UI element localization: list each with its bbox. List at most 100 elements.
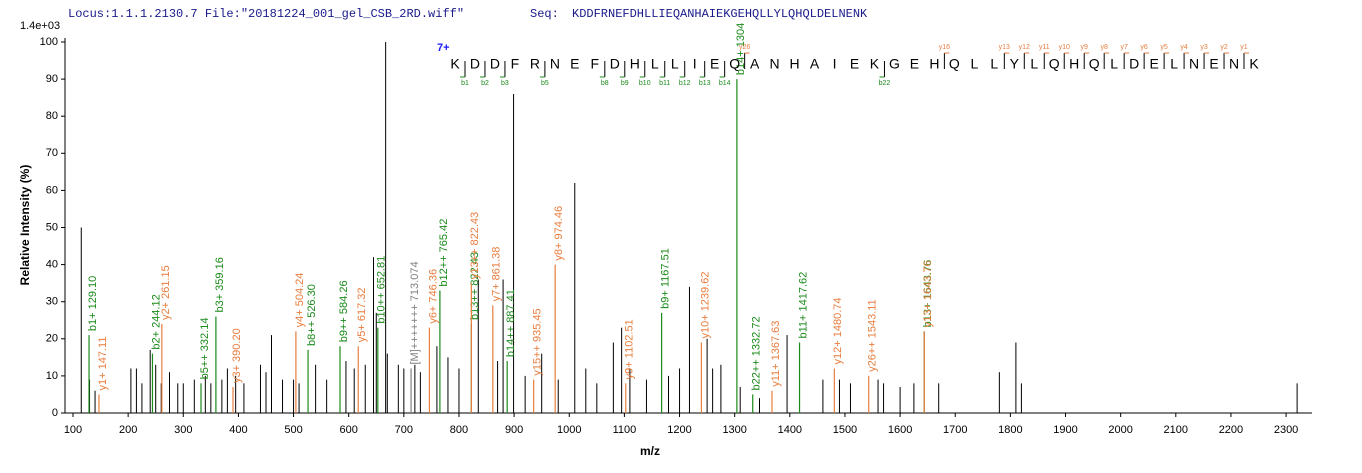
- residue: E: [910, 56, 919, 72]
- peak-label: y6+ 746.36: [427, 269, 439, 324]
- peak-label: b1+ 129.10: [87, 276, 99, 331]
- peak-label: b9++ 584.26: [338, 280, 350, 342]
- header-sequence: KDDFRNEFDHLLIEQANHAIEKGEHQLLYLQHQLDELNEN…: [572, 7, 868, 21]
- peak-label: y13++ 822.43: [469, 212, 481, 279]
- residue: N: [1229, 56, 1239, 72]
- x-tick-label: 1600: [888, 424, 912, 436]
- b-ion: b3: [501, 80, 509, 87]
- residue: E: [710, 56, 719, 72]
- x-tick-label: 100: [64, 424, 82, 436]
- y-ion: y10: [1059, 44, 1070, 51]
- y-ion: y16: [939, 44, 950, 51]
- b-ion: b22: [879, 80, 891, 87]
- b-ion: b1: [461, 80, 469, 87]
- x-tick-label: 700: [395, 424, 413, 436]
- x-tick-label: 1700: [943, 424, 967, 436]
- residue: H: [929, 56, 939, 72]
- residue: L: [970, 56, 978, 72]
- peak-label: b12++ 765.42: [438, 219, 450, 287]
- residue: I: [693, 56, 697, 72]
- b-ion: b12: [679, 80, 691, 87]
- residue: Q: [1049, 56, 1060, 72]
- header-locus: Locus:1.1.1.2130.7 File:"20181224_001_ge…: [68, 7, 464, 21]
- x-tick-label: 2000: [1108, 424, 1132, 436]
- residue: H: [1069, 56, 1079, 72]
- residue: R: [530, 56, 540, 72]
- peak-label: b8++ 526.30: [306, 284, 318, 346]
- peak-label: y12+ 1480.74: [832, 297, 844, 364]
- peak-label: y8+ 974.46: [553, 206, 565, 261]
- charge: 7+: [437, 42, 450, 54]
- x-tick-label: 900: [505, 424, 523, 436]
- b-ion: b13: [699, 80, 711, 87]
- residue: Y: [1010, 56, 1020, 72]
- peak-label: y7+ 861.38: [491, 247, 503, 302]
- y-tick-label: 60: [46, 184, 58, 196]
- y-tick-label: 20: [46, 333, 58, 345]
- peak-label: b22++ 1332.72: [751, 316, 763, 390]
- peak-label: y13+ 1643.76: [922, 260, 934, 327]
- y-ion: y8: [1100, 44, 1108, 51]
- b-ion: b2: [481, 80, 489, 87]
- x-tick-label: 1300: [722, 424, 746, 436]
- residue: E: [1149, 56, 1158, 72]
- peak-label: b2+ 244.12: [150, 294, 162, 349]
- x-tick-label: 2200: [1219, 424, 1243, 436]
- intensity-max: 1.4e+03: [20, 20, 60, 32]
- residue: L: [1030, 56, 1038, 72]
- peak-label: y10+ 1239.62: [699, 272, 711, 339]
- peak-label: y5+ 617.32: [356, 287, 368, 342]
- b-ion: b10: [639, 80, 651, 87]
- y-tick-label: 70: [46, 147, 58, 159]
- y-ion: y7: [1120, 44, 1128, 51]
- x-tick-label: 400: [229, 424, 247, 436]
- residue: A: [750, 56, 760, 72]
- x-tick-label: 1500: [833, 424, 857, 436]
- x-tick-label: 1200: [667, 424, 691, 436]
- x-tick-label: 800: [450, 424, 468, 436]
- residue: L: [1110, 56, 1118, 72]
- y-tick-label: 50: [46, 221, 58, 233]
- residue: A: [810, 56, 820, 72]
- residue: K: [1249, 56, 1259, 72]
- peak-label: y4+ 504.24: [294, 273, 306, 328]
- y-tick-label: 10: [46, 370, 58, 382]
- residue: N: [550, 56, 560, 72]
- peak-label: b14+ 1304: [735, 23, 747, 75]
- peak-label: b13+ 1643.76: [922, 260, 934, 328]
- residue: N: [770, 56, 780, 72]
- x-tick-label: 1900: [1053, 424, 1077, 436]
- y-tick-label: 90: [46, 73, 58, 85]
- b-ion: b5: [541, 80, 549, 87]
- peak-label: y2+ 261.15: [160, 265, 172, 320]
- residue: Q: [1089, 56, 1100, 72]
- residue: E: [850, 56, 859, 72]
- residue: L: [671, 56, 679, 72]
- x-tick-label: 2100: [1164, 424, 1188, 436]
- residue: D: [470, 56, 480, 72]
- y-ion: y2: [1220, 44, 1228, 51]
- residue: I: [833, 56, 837, 72]
- y-ion: y11: [1039, 44, 1050, 51]
- x-tick-label: 2300: [1274, 424, 1298, 436]
- residue: D: [490, 56, 500, 72]
- residue: H: [790, 56, 800, 72]
- residue: F: [511, 56, 520, 72]
- peak-label: b5++ 332.14: [199, 318, 211, 380]
- y-tick-label: 80: [46, 110, 58, 122]
- peak-label: y9+ 1102.51: [624, 319, 636, 379]
- b-ion: b9: [621, 80, 629, 87]
- y-tick-label: 0: [52, 407, 58, 419]
- y-tick-label: 30: [46, 296, 58, 308]
- y-ion: y26: [739, 44, 750, 51]
- peak-label: b9+ 1167.51: [660, 248, 672, 309]
- residue: Q: [729, 56, 740, 72]
- y-ion: y1: [1240, 44, 1248, 51]
- peak-label: y15++ 935.45: [532, 308, 544, 375]
- residue: H: [630, 56, 640, 72]
- peak-label: y26++ 1543.11: [867, 299, 879, 372]
- x-tick-label: 300: [174, 424, 192, 436]
- peak-label: b13++ 822.43: [469, 252, 481, 320]
- x-tick-label: 600: [340, 424, 358, 436]
